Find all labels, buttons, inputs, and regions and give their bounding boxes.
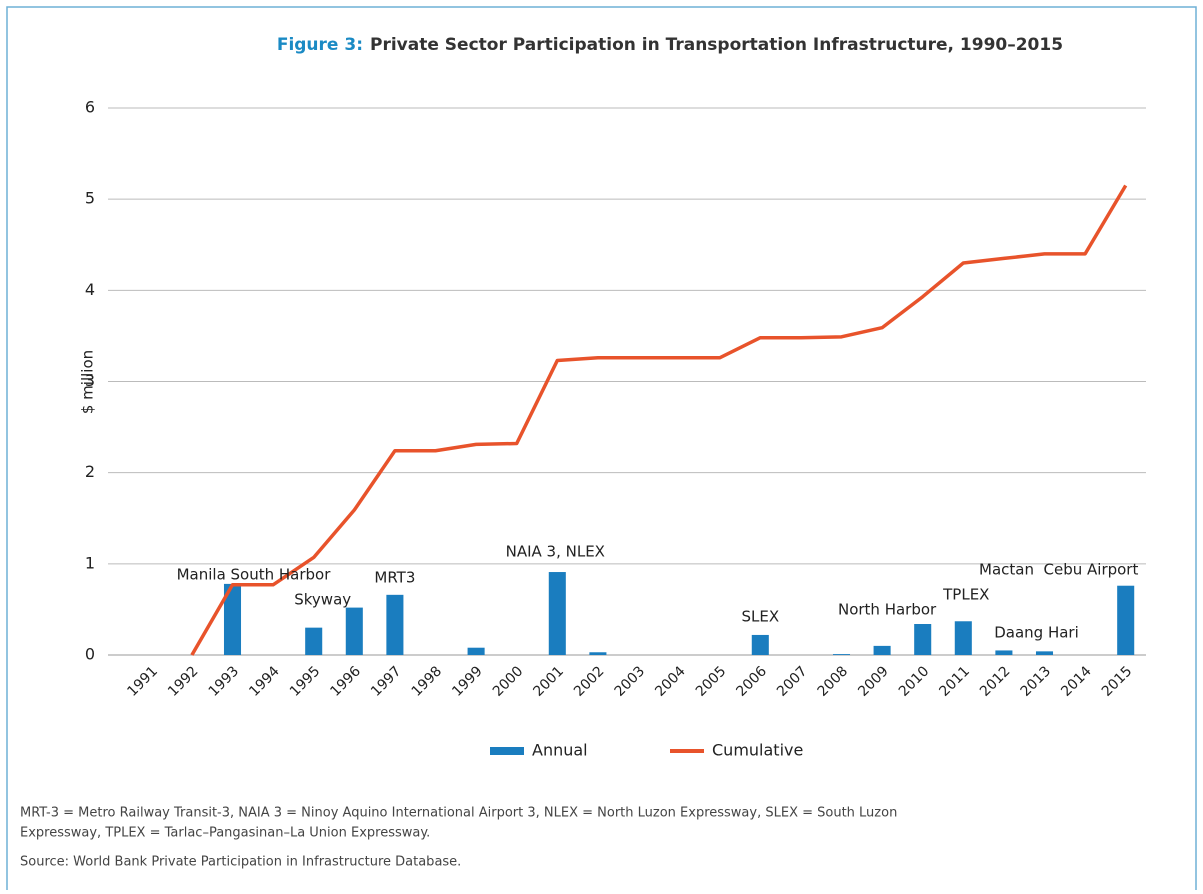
figure-label: Figure 3: (277, 35, 363, 55)
y-tick-label: 4 (85, 280, 95, 299)
x-tick-label: 2001 (530, 663, 567, 700)
x-tick-label: 2010 (896, 663, 933, 700)
x-tick-label: 2012 (977, 663, 1014, 700)
bar (305, 627, 323, 655)
chart-title: Private Sector Participation in Transpor… (370, 35, 1063, 55)
x-tick-label: 2014 (1058, 663, 1095, 700)
x-tick-label: 2004 (652, 663, 689, 700)
x-tick-label: 1997 (368, 663, 405, 700)
bar (995, 650, 1013, 655)
x-tick-label: 2013 (1018, 663, 1055, 700)
annotation: NAIA 3, NLEX (506, 543, 605, 561)
x-tick-label: 2006 (733, 663, 770, 700)
bar (589, 652, 607, 655)
annotation: Daang Hari (994, 624, 1079, 642)
bar (386, 594, 404, 655)
x-tick-label: 2008 (815, 663, 852, 700)
y-axis-label: $ million (79, 350, 97, 414)
x-tick-label: 1991 (124, 663, 161, 700)
x-tick-label: 1998 (409, 663, 446, 700)
x-tick-label: 2005 (693, 663, 730, 700)
x-tick-label: 1993 (206, 663, 243, 700)
line (190, 184, 1128, 656)
annotation: TPLEX (942, 586, 989, 604)
y-tick-label: 1 (85, 553, 95, 572)
bar (873, 645, 891, 655)
x-tick-label: 2000 (490, 663, 527, 700)
annotation: Manila South Harbor (177, 566, 332, 584)
annotation: SLEX (741, 608, 779, 626)
y-tick-label: 0 (85, 645, 95, 664)
x-tick-label: 1992 (165, 663, 202, 700)
y-tick-label: 3 (85, 371, 95, 390)
y-tick-label: 6 (85, 98, 95, 117)
bar (914, 624, 932, 655)
x-tick-label: 2009 (855, 663, 892, 700)
x-tick-label: 2003 (612, 663, 649, 700)
bar (223, 583, 242, 655)
note: Expressway, TPLEX = Tarlac–Pangasinan–La… (20, 826, 430, 841)
x-tick-label: 2011 (936, 663, 973, 700)
bar (832, 654, 851, 655)
bar (345, 607, 363, 655)
annotation: Mactan Cebu Airport (979, 561, 1138, 579)
bar (548, 572, 566, 655)
x-tick-label: 1996 (327, 663, 364, 700)
source: Source: World Bank Private Participation… (20, 855, 461, 870)
note: MRT-3 = Metro Railway Transit-3, NAIA 3 … (20, 806, 897, 821)
x-tick-label: 2002 (571, 663, 608, 700)
bar (1117, 585, 1135, 655)
x-tick-label: 1995 (287, 663, 324, 700)
bar (751, 634, 769, 655)
x-tick-label: 2007 (774, 663, 811, 700)
legend-label: Annual (532, 741, 588, 760)
bar (954, 621, 972, 655)
bar (467, 647, 485, 655)
x-tick-label: 2015 (1099, 663, 1136, 700)
y-tick-label: 5 (85, 189, 95, 208)
x-tick-label: 1999 (449, 663, 486, 700)
frame (6, 6, 1197, 894)
bar (1035, 651, 1054, 655)
legend-swatch (490, 747, 524, 755)
annotation: Skyway (294, 591, 351, 609)
annotation: MRT3 (374, 569, 415, 587)
annotation: North Harbor (838, 601, 937, 619)
y-tick-label: 2 (85, 462, 95, 481)
legend-label: Cumulative (712, 741, 803, 760)
x-tick-label: 1994 (246, 663, 283, 700)
